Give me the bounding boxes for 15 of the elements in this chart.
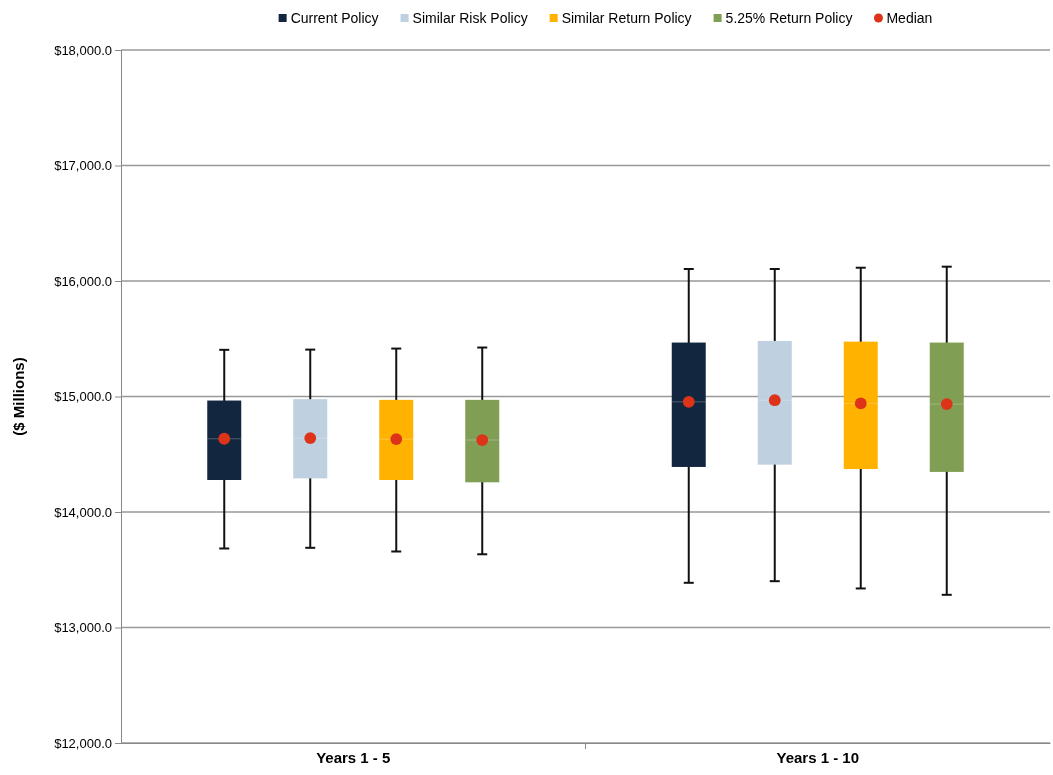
y-tick-label: $13,000.0 <box>54 620 112 636</box>
legend-label: Similar Risk Policy <box>412 10 528 26</box>
y-tick-label: $18,000.0 <box>54 42 112 58</box>
x-tick-label: Years 1 - 5 <box>316 748 391 766</box>
legend-label: Current Policy <box>290 10 379 26</box>
legend-label: Median <box>886 10 933 26</box>
y-tick-label: $12,000.0 <box>54 735 112 751</box>
y-axis-title: ($ Millions) <box>10 357 27 436</box>
legend-label: 5.25% Return Policy <box>725 10 853 26</box>
legend-label: Similar Return Policy <box>561 10 692 26</box>
x-tick-label: Years 1 - 10 <box>776 748 860 766</box>
y-tick-label: $15,000.0 <box>54 389 112 405</box>
y-tick-label: $16,000.0 <box>54 273 112 289</box>
y-tick-label: $14,000.0 <box>54 504 112 520</box>
y-tick-label: $17,000.0 <box>54 158 112 174</box>
